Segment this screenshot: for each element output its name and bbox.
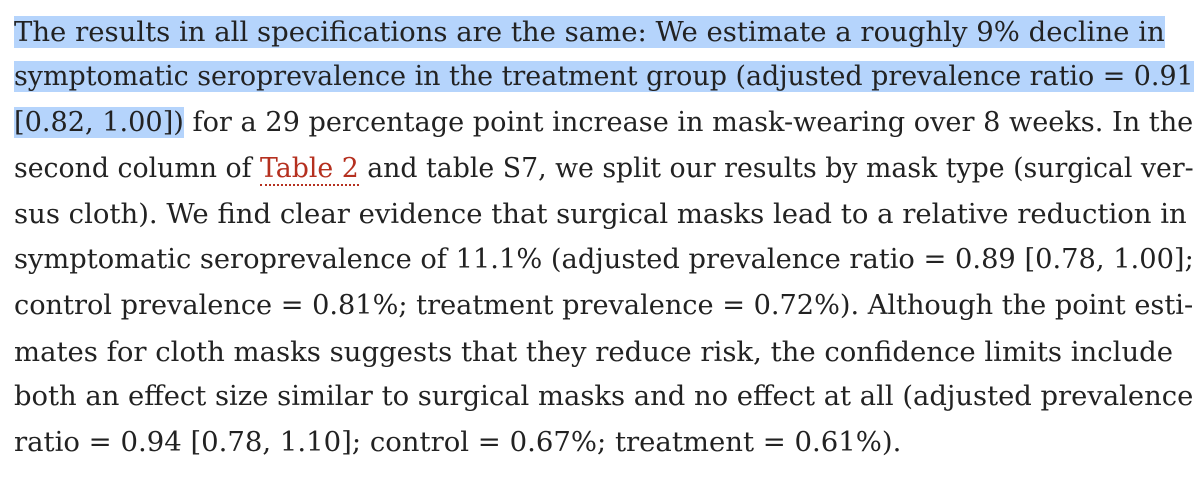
body-text: and table S7, we split our results by ma… — [358, 153, 1194, 184]
text-line-2: symptomatic seroprevalence in the treatm… — [14, 55, 1194, 99]
text-line-6: symptomatic seroprevalence of 11.1% (adj… — [14, 238, 1194, 282]
text-line-3: [0.82, 1.00]) for a 29 percentage point … — [14, 101, 1193, 145]
text-line-8: mates for cloth masks suggests that they… — [14, 330, 1173, 374]
text-line-9: both an effect size similar to surgical … — [14, 375, 1193, 419]
text-line-5: sus cloth). We find clear evidence that … — [14, 192, 1187, 236]
text-line-1: The results in all specifications are th… — [14, 10, 1165, 54]
highlighted-text: [0.82, 1.00]) — [14, 107, 184, 138]
table-2-link[interactable]: Table 2 — [259, 153, 359, 186]
body-text: second column of — [14, 153, 260, 184]
text-line-10: ratio = 0.94 [0.78, 1.10]; control = 0.6… — [14, 420, 901, 464]
highlighted-text: The results in all specifications are th… — [14, 16, 1165, 48]
body-text: mates for cloth masks suggests that they… — [14, 336, 1174, 368]
body-text: control prevalence = 0.81%; treatment pr… — [14, 290, 1194, 321]
body-text: ratio = 0.94 [0.78, 1.10]; control = 0.6… — [14, 426, 902, 458]
text-line-4: second column of Table 2 and table S7, w… — [14, 147, 1194, 191]
body-text: for a 29 percentage point increase in ma… — [183, 107, 1194, 138]
body-text: symptomatic seroprevalence of 11.1% (adj… — [14, 244, 1194, 275]
body-text: sus cloth). We find clear evidence that … — [14, 198, 1187, 230]
body-text: both an effect size similar to surgical … — [14, 381, 1194, 412]
highlighted-text: symptomatic seroprevalence in the treatm… — [14, 61, 1194, 92]
text-line-7: control prevalence = 0.81%; treatment pr… — [14, 284, 1193, 328]
